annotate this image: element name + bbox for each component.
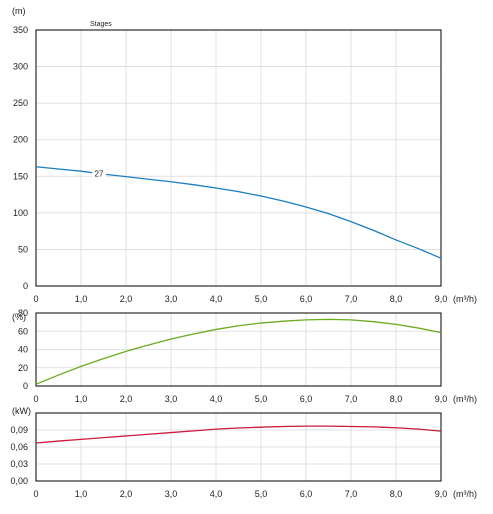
power-x-axis-label: (m³/h): [453, 489, 477, 499]
head-x-tick-label: 3,0: [165, 294, 178, 304]
head-y-tick-label: 300: [13, 62, 28, 72]
power-x-tick-label: 0: [33, 489, 38, 499]
power-y-tick-label: 0,03: [10, 459, 28, 469]
efficiency-frame: [35, 312, 442, 387]
series-label-27: 27: [95, 170, 104, 179]
stages-legend-title: Stages: [90, 21, 112, 28]
efficiency-y-tick-label: 20: [18, 363, 28, 373]
power-x-tick-label: 3,0: [165, 489, 178, 499]
head-x-tick-label: 6,0: [300, 294, 313, 304]
power-x-tick-label: 6,0: [300, 489, 313, 499]
power-y-tick-label: 0,06: [10, 442, 28, 452]
power-y-axis-label: (kW): [12, 406, 31, 416]
head-y-tick-label: 100: [13, 208, 28, 218]
efficiency-x-tick-label: 4,0: [210, 394, 223, 404]
power-x-tick-label: 5,0: [255, 489, 268, 499]
head-chart: 0 1,0 2,0 3,0 4,0 5,0 6,0 7,0 8,0 9,0 0 50 100 150 200…: [12, 6, 477, 304]
efficiency-x-tick-label: 8,0: [390, 394, 403, 404]
power-y-tick-label: 0,09: [10, 425, 28, 435]
head-y-tick-label: 50: [18, 244, 28, 254]
efficiency-y-tick-label: 40: [18, 345, 28, 355]
efficiency-x-tick-label: 7,0: [345, 394, 358, 404]
head-y-tick-label: 0: [23, 281, 28, 291]
head-x-axis-label: (m³/h): [453, 294, 477, 304]
head-x-tick-label: 0: [33, 294, 38, 304]
efficiency-x-tick-label: 6,0: [300, 394, 313, 404]
efficiency-y-axis-label: (%): [12, 312, 26, 322]
head-x-tick-label: 2,0: [120, 294, 133, 304]
power-x-tick-label: 7,0: [345, 489, 358, 499]
efficiency-chart: 0 1,0 2,0 3,0 4,0 5,0 6,0 7,0 8,0 9,0 0 20 40 60 80(%)…: [12, 308, 477, 404]
power-x-tick-label: 4,0: [210, 489, 223, 499]
efficiency-x-tick-label: 9,0: [435, 394, 448, 404]
power-x-tick-label: 1,0: [75, 489, 88, 499]
power-x-tick-label: 2,0: [120, 489, 133, 499]
power-frame: [35, 412, 442, 482]
power-y-tick-label: 0,00: [10, 476, 28, 486]
efficiency-y-tick-label: 80: [18, 308, 28, 318]
head-y-tick-label: 250: [13, 98, 28, 108]
head-x-tick-label: 5,0: [255, 294, 268, 304]
head-frame: [35, 29, 442, 287]
head-y-tick-label: 150: [13, 171, 28, 181]
efficiency-x-tick-label: 3,0: [165, 394, 178, 404]
head-x-tick-label: 4,0: [210, 294, 223, 304]
head-y-tick-label: 350: [13, 25, 28, 35]
head-x-tick-label: 8,0: [390, 294, 403, 304]
head-x-tick-label: 7,0: [345, 294, 358, 304]
power-curve: [35, 425, 442, 444]
series-label-background: [92, 168, 106, 179]
power-x-tick-label: 9,0: [435, 489, 448, 499]
head-y-axis-label: (m): [12, 6, 26, 16]
head-x-tick-label: 9,0: [435, 294, 448, 304]
efficiency-y-tick-label: 60: [18, 326, 28, 336]
efficiency-x-axis-label: (m³/h): [453, 394, 477, 404]
head-y-tick-label: 200: [13, 135, 28, 145]
efficiency-x-tick-label: 5,0: [255, 394, 268, 404]
efficiency-x-tick-label: 0: [33, 394, 38, 404]
head-x-tick-label: 1,0: [75, 294, 88, 304]
efficiency-curve: [35, 318, 442, 385]
power-x-tick-label: 8,0: [390, 489, 403, 499]
efficiency-y-tick-label: 0: [23, 381, 28, 391]
efficiency-x-tick-label: 2,0: [120, 394, 133, 404]
efficiency-x-tick-label: 1,0: [75, 394, 88, 404]
power-chart: 0 1,0 2,0 3,0 4,0 5,0 6,0 7,0 8,0 9,0 0,00 0,03 0,06…: [10, 406, 477, 499]
